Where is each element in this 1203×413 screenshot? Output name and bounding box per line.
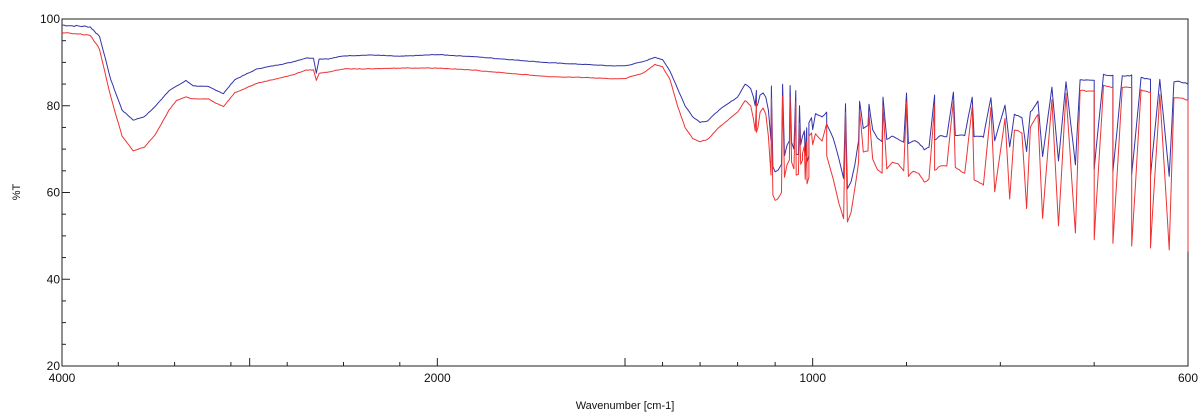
y-tick-label: 40 — [47, 272, 61, 286]
x-tick-label: 4000 — [49, 371, 76, 385]
y-tick-label: 100 — [40, 12, 60, 26]
plot-area-frame — [61, 18, 1189, 367]
y-tick-label: 80 — [47, 99, 61, 113]
x-axis-label: Wavenumber [cm-1] — [576, 400, 675, 412]
series-line-2 — [61, 32, 1189, 252]
y-tick-label: 60 — [47, 186, 61, 200]
y-tick-label: 20 — [47, 359, 61, 373]
x-tick-label: 600 — [1178, 371, 1198, 385]
series-layer — [61, 24, 1189, 252]
x-axis-ticks: 4000 2000 1000 600 — [49, 358, 1198, 385]
y-axis-ticks: 20 40 60 80 100 — [40, 12, 70, 373]
x-tick-label: 1000 — [799, 371, 826, 385]
series-line-1 — [62, 24, 1189, 190]
x-tick-label: 2000 — [424, 371, 451, 385]
y-axis-label: %T — [11, 183, 23, 200]
